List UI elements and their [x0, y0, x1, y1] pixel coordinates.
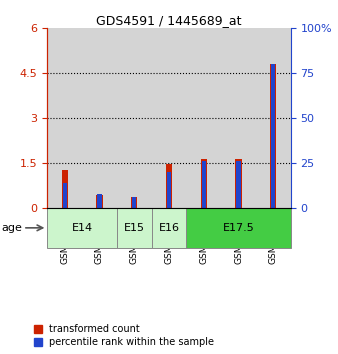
Bar: [82, 28, 117, 208]
Bar: [152, 28, 186, 208]
Text: age: age: [2, 223, 23, 233]
Bar: [131, 198, 137, 208]
Bar: [96, 195, 103, 208]
Bar: [132, 197, 136, 208]
Bar: [152, 208, 186, 248]
Bar: [256, 28, 291, 208]
Legend: transformed count, percentile rank within the sample: transformed count, percentile rank withi…: [32, 322, 216, 349]
Bar: [117, 28, 152, 208]
Bar: [235, 159, 242, 208]
Bar: [271, 64, 275, 208]
Bar: [117, 208, 152, 248]
Bar: [221, 28, 256, 208]
Bar: [47, 28, 82, 208]
Bar: [166, 165, 172, 208]
Text: E15: E15: [124, 223, 145, 233]
Bar: [167, 172, 171, 208]
Bar: [237, 161, 241, 208]
Bar: [270, 64, 276, 208]
Text: E17.5: E17.5: [223, 223, 255, 233]
Title: GDS4591 / 1445689_at: GDS4591 / 1445689_at: [96, 14, 242, 27]
Bar: [97, 194, 101, 208]
Text: E14: E14: [72, 223, 93, 233]
Bar: [201, 159, 207, 208]
Bar: [63, 183, 67, 208]
Bar: [186, 28, 221, 208]
Bar: [202, 161, 206, 208]
Bar: [47, 208, 117, 248]
Bar: [62, 171, 68, 208]
Bar: [186, 208, 291, 248]
Text: E16: E16: [159, 223, 179, 233]
